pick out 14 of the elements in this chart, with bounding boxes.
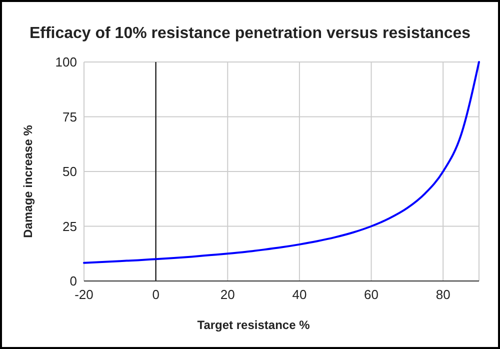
y-tick-label: 0 [70, 274, 77, 289]
x-axis-title: Target resistance % [197, 318, 310, 332]
x-tick-label: 40 [292, 287, 307, 302]
x-tick-label: -20 [74, 287, 94, 302]
y-tick-label: 100 [55, 54, 77, 70]
chart-title: Efficacy of 10% resistance penetration versus resistances [29, 25, 471, 42]
x-tick-label: 60 [364, 287, 379, 302]
x-tick-label: 20 [220, 287, 235, 302]
y-tick-label: 75 [62, 109, 77, 124]
y-tick-label: 25 [62, 218, 77, 234]
x-tick-label: 0 [152, 287, 160, 302]
y-tick-label: 50 [62, 164, 77, 180]
x-tick-label: 80 [436, 287, 450, 302]
y-axis-title: Damage increase % [21, 124, 35, 238]
